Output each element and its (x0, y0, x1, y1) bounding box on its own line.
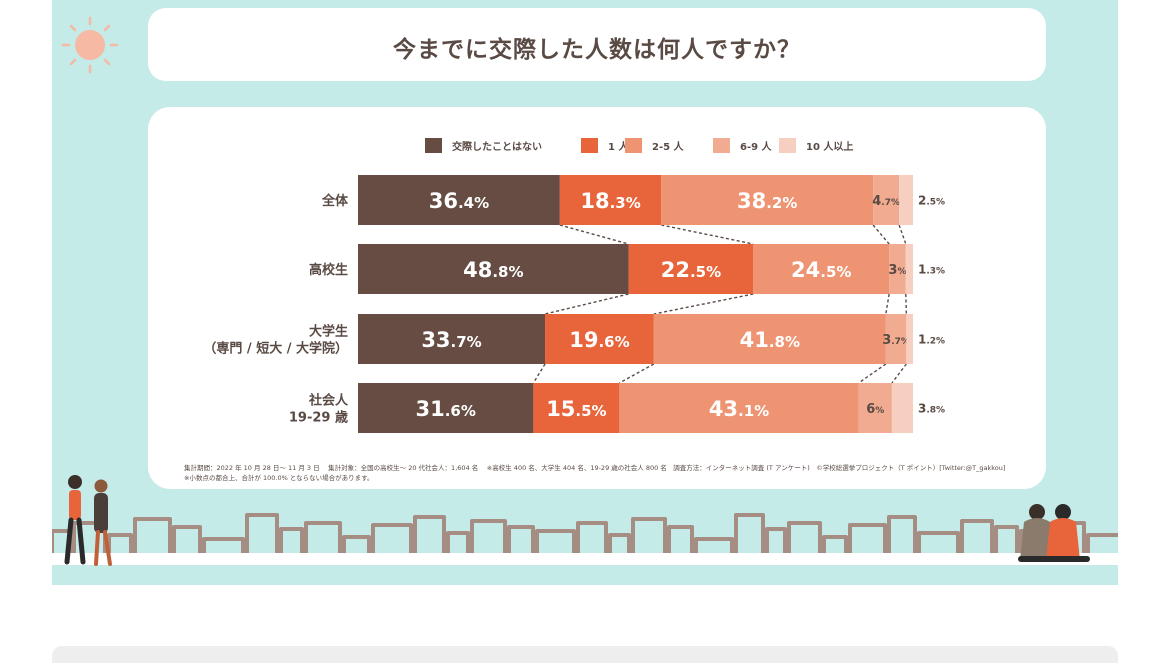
legend-swatch (581, 138, 598, 153)
legend-item: 交際したことはない (425, 138, 542, 153)
legend-item: 10 人以上 (779, 138, 853, 153)
legend-swatch (779, 138, 796, 153)
category-label: 社会人 (308, 393, 349, 409)
bar-segment (358, 314, 546, 364)
bar-segment (559, 175, 662, 225)
connector-line (858, 363, 887, 384)
category-label: 全体 (321, 193, 349, 209)
category-label: 大学生 (309, 324, 348, 340)
bar-segment (905, 244, 913, 294)
data-label: 33.7% (421, 328, 481, 352)
data-label: 19.6% (569, 328, 629, 352)
legend-swatch (713, 138, 730, 153)
stacked-bar-chart: 交際したことはない 1 人 2-5 人 6-9 人 10 人以上 36.4% 18.3% 38… (203, 138, 945, 433)
next-section-card (52, 646, 1118, 663)
data-label: 15.5% (546, 397, 606, 421)
legend-label: 交際したことはない (452, 140, 542, 153)
connector-line (661, 224, 754, 245)
survey-notes: 集計期間：2022 年 10 月 28 日〜 11 月 3 日 集計対象：全国の… (184, 463, 1005, 483)
data-label: 6% (866, 402, 884, 417)
couple-walking-icon (64, 475, 112, 566)
people-illustration (64, 475, 1090, 566)
data-label: 36.4% (429, 189, 489, 213)
data-label: 2.5% (918, 194, 945, 208)
data-label: 1.3% (918, 263, 945, 277)
bar-segment (889, 244, 906, 294)
bar-segment (653, 314, 886, 364)
data-label: 22.5% (661, 258, 721, 282)
couple-sitting-icon (1018, 504, 1090, 562)
skyline-ground (52, 553, 1118, 565)
city-skyline-illustration (52, 513, 1118, 565)
data-label: 4.7% (872, 194, 900, 209)
sun-icon (61, 16, 119, 74)
connector-line (559, 224, 629, 245)
legend-item: 2-5 人 (625, 138, 685, 153)
connector-line (872, 224, 890, 245)
bar-segment (533, 383, 620, 433)
category-label: 高校生 (309, 262, 348, 278)
bar-segment (619, 383, 859, 433)
bar-segment (873, 175, 900, 225)
bar-segment (545, 314, 654, 364)
survey-note-line: ※小数点の都合上、合計が 100.0% とならない場合があります。 (184, 474, 374, 482)
bar-segment (661, 175, 874, 225)
legend-label: 10 人以上 (806, 140, 853, 153)
legend-label: 2-5 人 (652, 140, 685, 153)
connector-line (532, 363, 546, 384)
data-label: 18.3% (580, 189, 640, 213)
category-label: （専門 / 短大 / 大学院） (203, 341, 348, 357)
connector-line (544, 293, 629, 315)
legend-item: 1 人 (581, 138, 629, 153)
bar-segment (358, 175, 560, 225)
data-label: 41.8% (740, 328, 800, 352)
bar-segment (858, 383, 892, 433)
connector-line (905, 293, 908, 315)
connector-line (898, 224, 907, 245)
legend-swatch (625, 138, 642, 153)
connector-line (891, 363, 907, 384)
bar-segment (899, 175, 913, 225)
data-label: 38.2% (737, 189, 797, 213)
data-label: 31.6% (415, 397, 475, 421)
data-label: 48.8% (463, 258, 523, 282)
data-label: 1.2% (918, 333, 945, 347)
title-card: 今までに交際した人数は何人ですか？ (148, 8, 1046, 81)
survey-note-line: 集計期間：2022 年 10 月 28 日〜 11 月 3 日 集計対象：全国の… (184, 464, 1006, 472)
bar-segment (628, 244, 754, 294)
legend-label: 6-9 人 (740, 140, 773, 153)
data-label: 24.5% (791, 258, 851, 282)
connector-line (619, 363, 655, 384)
data-label: 3% (888, 263, 906, 278)
legend-swatch (425, 138, 442, 153)
bar-segment (753, 244, 890, 294)
data-label: 3.7% (882, 333, 910, 348)
page-title: 今までに交際した人数は何人ですか？ (393, 37, 801, 63)
bar-segment (891, 383, 913, 433)
legend-item: 6-9 人 (713, 138, 773, 153)
data-label: 43.1% (709, 397, 769, 421)
legend-label: 1 人 (608, 140, 629, 153)
bar-segment (358, 383, 534, 433)
connector-line (653, 293, 754, 315)
bar-segment (885, 314, 907, 364)
skyline-outline (52, 513, 1118, 555)
category-label: 19-29 歳 (289, 410, 348, 426)
connector-line (885, 293, 890, 315)
bar-segment (358, 244, 629, 294)
data-label: 3.8% (918, 402, 945, 416)
bar-segment (906, 314, 913, 364)
